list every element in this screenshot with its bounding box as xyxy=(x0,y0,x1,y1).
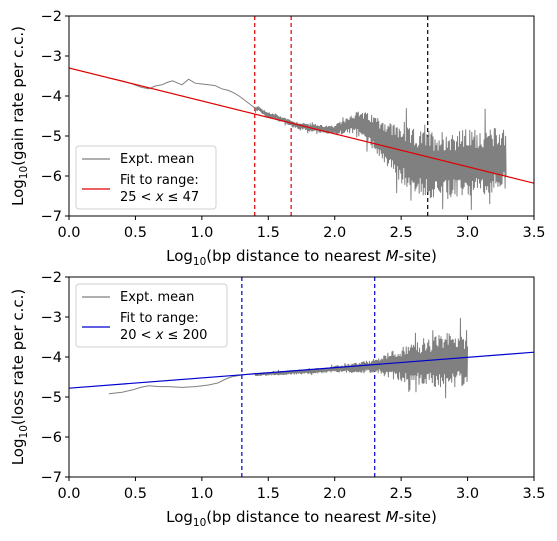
legend-label-fit-line2: 25 < x ≤ 47 xyxy=(120,190,199,205)
y-tick-label: −4 xyxy=(41,89,62,105)
x-tick-label: 2.0 xyxy=(323,225,346,241)
y-tick-label: −3 xyxy=(41,49,62,65)
x-tick-label: 3.5 xyxy=(522,225,545,241)
x-tick-label: 1.5 xyxy=(257,486,280,502)
y-tick-label: −2 xyxy=(41,270,62,286)
x-axis-label: Log10(bp distance to nearest M-site) xyxy=(166,508,437,529)
x-axis-label: Log10(bp distance to nearest M-site) xyxy=(166,247,437,268)
legend: Expt. mean Fit to range: 25 < x ≤ 47 xyxy=(75,145,217,210)
legend-label-fit-line1: Fit to range: xyxy=(120,173,199,188)
y-tick-label: −6 xyxy=(41,430,62,446)
legend: Expt. mean Fit to range: 20 < x ≤ 200 xyxy=(75,283,228,348)
legend-box xyxy=(75,145,217,210)
y-tick-label: −3 xyxy=(41,310,62,326)
x-tick-label: 2.5 xyxy=(390,486,413,502)
x-tick-label: 2.5 xyxy=(390,225,413,241)
chart-panel-2: 0.0 0.5 1.0 1.5 2.0 2.5 3.0 3.5 −2 −3 −4 −5 −6 −7 Log1… xyxy=(9,270,546,529)
plot-area xyxy=(69,16,534,216)
y-axis-label: Log10(gain rate per c.c.) xyxy=(9,26,30,206)
x-tick-label: 1.0 xyxy=(190,486,213,502)
legend-label-expt: Expt. mean xyxy=(120,152,194,167)
x-tick-label: 3.0 xyxy=(456,225,479,241)
axes-frame xyxy=(68,276,535,478)
legend-label-fit-line2: 20 < x ≤ 200 xyxy=(120,328,207,343)
fit-line xyxy=(69,351,534,389)
x-tick-label: 2.0 xyxy=(323,486,346,502)
legend-label-expt: Expt. mean xyxy=(120,290,194,305)
x-tick-label: 1.0 xyxy=(190,225,213,241)
y-tick-label: −5 xyxy=(41,129,62,145)
y-tick-label: −7 xyxy=(41,470,62,486)
axes-frame xyxy=(68,15,535,217)
legend-box xyxy=(75,283,228,348)
plot-area xyxy=(69,277,534,477)
y-tick-label: −7 xyxy=(41,209,62,225)
x-tick-label: 0.0 xyxy=(57,225,80,241)
x-tick-label: 3.0 xyxy=(456,486,479,502)
y-axis-label: Log10(loss rate per c.c.) xyxy=(9,289,30,466)
x-tick-label: 0.0 xyxy=(57,486,80,502)
y-tick-label: −6 xyxy=(41,169,62,185)
x-tick-label: 3.5 xyxy=(522,486,545,502)
y-tick-label: −5 xyxy=(41,390,62,406)
y-tick-label: −4 xyxy=(41,350,62,366)
x-tick-label: 0.5 xyxy=(124,486,147,502)
x-tick-label: 0.5 xyxy=(124,225,147,241)
y-tick-label: −2 xyxy=(41,9,62,25)
chart-panel-1: 0.0 0.5 1.0 1.5 2.0 2.5 3.0 3.5 −2 −3 −4 −5 −6 −7 Log1… xyxy=(9,9,546,268)
fit-line xyxy=(69,67,534,184)
legend-label-fit-line1: Fit to range: xyxy=(120,311,199,326)
x-tick-label: 1.5 xyxy=(257,225,280,241)
